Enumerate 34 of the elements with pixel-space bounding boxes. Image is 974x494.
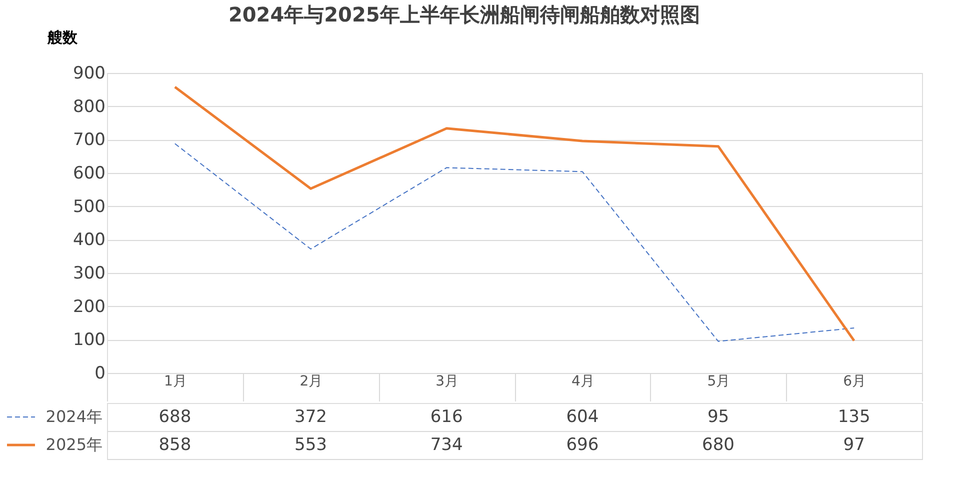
data-label: 97 (843, 435, 865, 455)
data-label: 734 (430, 435, 463, 455)
chart-title: 2024年与2025年上半年长洲船闸待闸船舶数对照图 (228, 2, 700, 26)
y-tick-label: 800 (73, 96, 106, 117)
y-tick-label: 200 (73, 296, 106, 317)
y-axis-title: 艘数 (46, 28, 78, 46)
data-label: 696 (566, 435, 599, 455)
data-label: 372 (294, 407, 327, 427)
data-label: 858 (158, 435, 192, 455)
data-label: 95 (707, 407, 730, 427)
data-label: 553 (294, 435, 327, 455)
y-tick-label: 300 (73, 264, 106, 284)
line-series (174, 143, 855, 342)
y-tick-label: 700 (73, 130, 106, 150)
data-label: 135 (838, 407, 870, 427)
data-label: 680 (702, 435, 734, 455)
data-label: 616 (430, 407, 463, 427)
x-tick-label: 1月 (164, 374, 187, 390)
y-tick-label: 100 (73, 330, 106, 350)
x-tick-label: 3月 (436, 374, 459, 390)
y-tick-label: 500 (73, 196, 106, 217)
x-tick-label: 6月 (843, 374, 866, 390)
x-tick-label: 4月 (571, 374, 594, 390)
y-tick-label: 400 (73, 230, 106, 250)
line-series (174, 86, 856, 342)
data-label: 688 (158, 407, 192, 427)
y-tick-label: 600 (73, 164, 106, 184)
y-tick-label: 0 (94, 364, 106, 384)
y-tick-label: 900 (73, 64, 106, 84)
legend-label: 2025年 (46, 435, 102, 454)
x-tick-label: 5月 (707, 374, 730, 390)
x-tick-label: 2月 (300, 374, 323, 390)
legend-label: 2024年 (46, 407, 102, 426)
data-label: 604 (566, 407, 599, 427)
